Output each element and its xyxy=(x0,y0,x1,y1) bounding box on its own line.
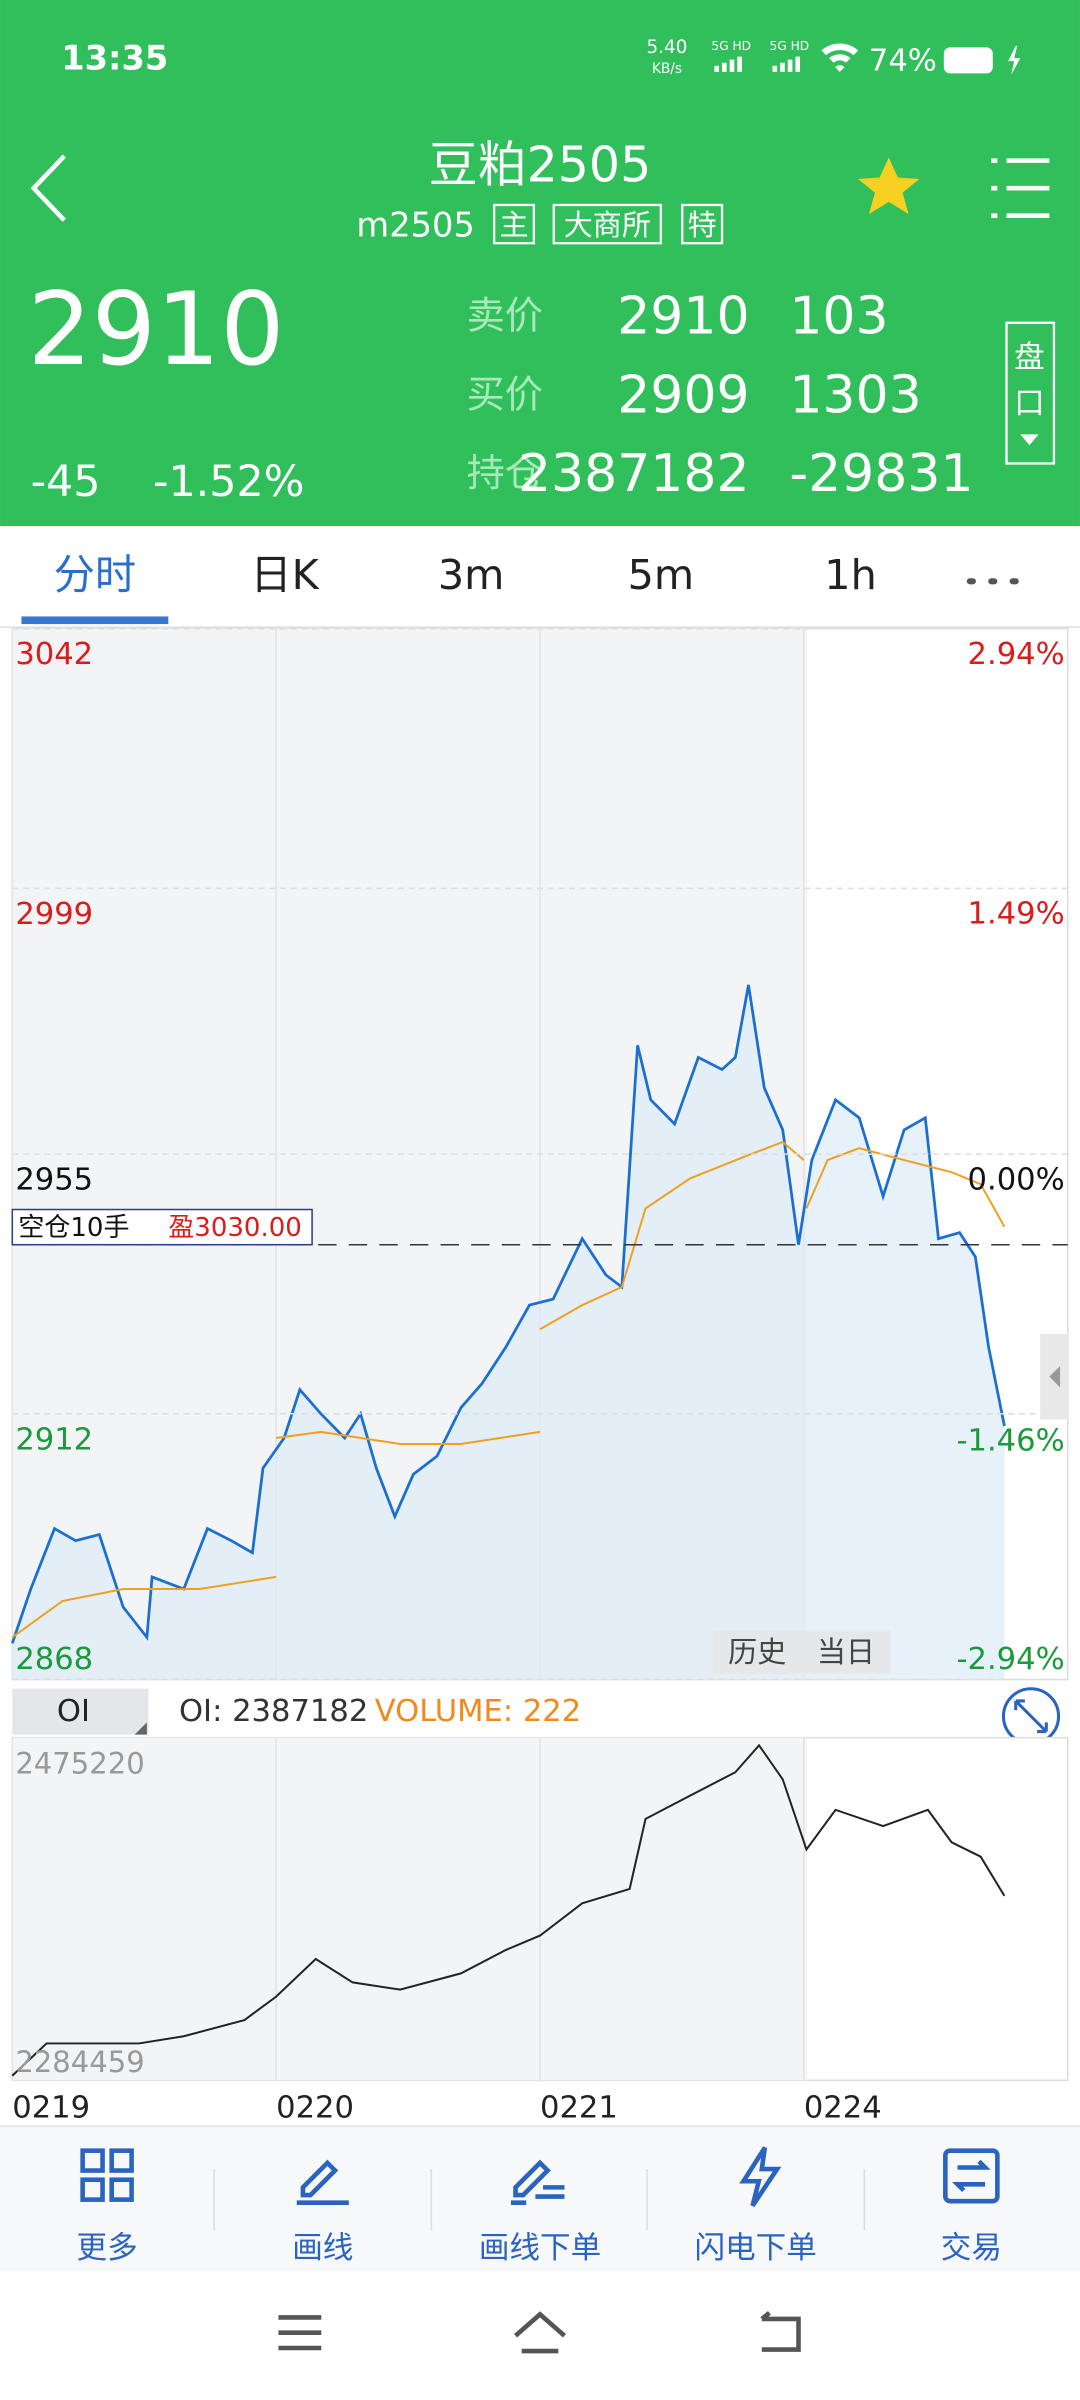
signal-label: 5G HD xyxy=(769,39,809,53)
quote-label: 买价 xyxy=(467,373,543,417)
tag: 主 xyxy=(499,208,528,242)
position-label: 空仓10手 xyxy=(18,1213,129,1243)
tab[interactable]: 分时 xyxy=(54,551,137,599)
y2-tick-label: 1.49% xyxy=(968,896,1065,931)
change: -45 xyxy=(31,457,101,507)
series-line xyxy=(11,1743,1006,2077)
toolbar-label[interactable]: 更多 xyxy=(77,2231,138,2266)
y-tick-label: 2912 xyxy=(15,1422,93,1457)
toolbar-label[interactable]: 闪电下单 xyxy=(695,2231,817,2266)
depth-button-text: 盘 xyxy=(1014,340,1045,375)
y-tick-label: 2284459 xyxy=(15,2045,144,2079)
battery-text: 74% xyxy=(869,44,937,79)
nav-bar xyxy=(278,2311,801,2354)
series-line xyxy=(11,1140,1006,1639)
last-price: 2910 xyxy=(28,270,285,388)
x-tick-label: 0224 xyxy=(804,2090,882,2125)
oi-label: OI: 2387182 xyxy=(179,1694,368,1729)
toggle-today[interactable]: 当日 xyxy=(817,1635,875,1669)
net-unit: KB/s xyxy=(652,61,682,77)
quote-qty: 1303 xyxy=(789,365,921,425)
series-line xyxy=(10,984,1006,1644)
tab-indicator xyxy=(21,616,169,625)
quote-price: 2909 xyxy=(617,365,749,425)
toolbar-dividers xyxy=(213,2169,866,2231)
x-tick-label: 0219 xyxy=(12,2090,90,2125)
wifi-icon xyxy=(821,43,859,72)
toolbar-label[interactable]: 画线 xyxy=(292,2231,353,2266)
y-tick-label: 2868 xyxy=(15,1642,93,1677)
tag: 大商所 xyxy=(564,208,651,242)
history-shade xyxy=(12,1737,807,2081)
y2-tick-label: -1.46% xyxy=(956,1424,1064,1459)
y2-tick-label: -2.94% xyxy=(956,1642,1064,1677)
volume-label: VOLUME: 222 xyxy=(375,1694,581,1729)
y2-tick-label: 0.00% xyxy=(968,1163,1065,1198)
toolbar-label[interactable]: 交易 xyxy=(941,2231,1002,2266)
contract-code: m2505 xyxy=(356,205,474,244)
quote-label: 卖价 xyxy=(467,295,543,339)
x-tick-label: 0221 xyxy=(540,2090,618,2125)
y-tick-label: 2999 xyxy=(15,897,93,932)
charging-icon xyxy=(1008,45,1021,75)
tag: 特 xyxy=(688,208,717,242)
title: 豆粕2505 xyxy=(429,137,651,194)
position-box xyxy=(11,1208,313,1246)
tab-bar xyxy=(0,526,1080,628)
tab[interactable]: 日K xyxy=(250,551,319,599)
x-tick-label: 0220 xyxy=(276,2090,354,2125)
depth-button[interactable] xyxy=(1005,321,1056,465)
net-speed: 5.40 xyxy=(647,37,688,58)
tab[interactable]: 5m xyxy=(628,551,695,599)
change-pct: -1.52% xyxy=(153,457,304,507)
y-tick-label: 3042 xyxy=(15,637,93,672)
indicator-select[interactable] xyxy=(12,1688,149,1735)
dropdown-arrow xyxy=(1020,434,1039,446)
favorite-star[interactable] xyxy=(858,157,920,215)
quote-qty: -29831 xyxy=(789,444,973,504)
signal-bars xyxy=(714,56,801,72)
back-button[interactable] xyxy=(30,154,66,222)
toolbar-label[interactable]: 画线下单 xyxy=(479,2231,601,2266)
y-tick-label: 2475220 xyxy=(15,1747,144,1781)
toolbar-icons xyxy=(80,2146,1000,2208)
tab[interactable]: 3m xyxy=(438,551,505,599)
time: 13:35 xyxy=(61,39,168,78)
quote-qty: 103 xyxy=(789,287,888,347)
header-bg xyxy=(0,0,1080,527)
quote-label: 持仓 xyxy=(467,452,543,496)
position-pnl: 盈3030.00 xyxy=(168,1213,302,1243)
expand-icon xyxy=(1014,1699,1048,1734)
battery-icon xyxy=(943,47,993,74)
tag-box xyxy=(681,203,724,245)
toggle-history[interactable]: 历史 xyxy=(728,1635,786,1669)
indicator-name: OI xyxy=(57,1694,90,1729)
y2-tick-label: 2.94% xyxy=(968,637,1065,672)
price-area xyxy=(12,984,1005,1680)
tag-box xyxy=(492,203,536,245)
quote-price: 2387182 xyxy=(518,444,750,504)
y-tick-label: 2955 xyxy=(15,1163,93,1198)
history-today-toggle xyxy=(712,1630,891,1674)
quote-price: 2910 xyxy=(617,287,749,347)
depth-button-text: 口 xyxy=(1014,386,1045,421)
tab[interactable]: 1h xyxy=(824,551,876,599)
signal-label: 5G HD xyxy=(711,39,751,53)
side-handle-arrow xyxy=(1049,1365,1061,1388)
tag-box xyxy=(552,203,662,245)
menu-button[interactable] xyxy=(991,158,1050,218)
